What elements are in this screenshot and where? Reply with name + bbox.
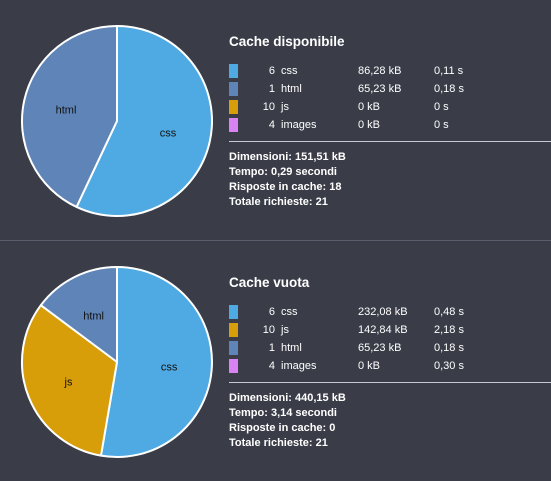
- legend-row-js: 10 js 0 kB 0 s: [229, 98, 494, 116]
- legend-row-html: 1 html 65,23 kB 0,18 s: [229, 339, 494, 357]
- legend-count: 6: [268, 306, 275, 318]
- legend-swatch: [229, 323, 238, 337]
- legend-count: 6: [268, 65, 275, 77]
- legend-time: 0,48 s: [434, 306, 464, 318]
- legend-type: html: [281, 342, 302, 354]
- legend-count: 1: [268, 342, 275, 354]
- divider-rule: [229, 382, 551, 383]
- legend-swatch: [229, 64, 238, 78]
- cache-available-panel: css html Cache disponibile 6 css 86,28 kB 0,…: [0, 0, 551, 240]
- legend-swatch: [229, 305, 238, 319]
- legend-row-images: 4 images 0 kB 0 s: [229, 116, 494, 134]
- legend-count: 10: [262, 101, 275, 113]
- legend-swatch: [229, 341, 238, 355]
- stat-line: Dimensioni: 440,15 kB: [229, 392, 346, 404]
- legend-type: images: [281, 360, 317, 372]
- pie-chart-cache-empty: css js html: [21, 266, 213, 458]
- legend-size: 65,23 kB: [358, 83, 402, 95]
- legend-count: 1: [268, 83, 275, 95]
- stats-list: Dimensioni: 440,15 kB Tempo: 3,14 secondi…: [229, 391, 551, 451]
- legend-type: js: [281, 101, 289, 113]
- legend-count: 10: [262, 324, 275, 336]
- legend-time: 0,18 s: [434, 83, 464, 95]
- pie-slice-html: [39, 266, 118, 363]
- info-section: Cache vuota 6 css 232,08 kB 0,48 s 10 js 142,8…: [229, 275, 551, 451]
- legend-size: 142,84 kB: [358, 324, 408, 336]
- stat-line: Tempo: 0,29 secondi: [229, 166, 337, 178]
- pie-label-html: html: [83, 310, 104, 322]
- legend-size: 86,28 kB: [358, 65, 402, 77]
- legend-swatch: [229, 359, 238, 373]
- stat-line: Totale richieste: 21: [229, 196, 328, 208]
- pie-slice-html: [21, 25, 118, 208]
- info-section: Cache disponibile 6 css 86,28 kB 0,11 s 1 htm…: [229, 34, 551, 210]
- stat-line: Tempo: 3,14 secondi: [229, 407, 337, 419]
- legend-time: 0,30 s: [434, 360, 464, 372]
- legend-row-css: 6 css 86,28 kB 0,11 s: [229, 62, 494, 80]
- legend-time: 0,11 s: [434, 65, 464, 77]
- cache-empty-panel: css js html Cache vuota 6 css 232,08 kB 0,48 …: [0, 241, 551, 481]
- legend-type: css: [281, 65, 298, 77]
- chart-title: Cache vuota: [229, 275, 310, 290]
- pie-slice-css: [99, 266, 213, 458]
- legend-size: 0 kB: [358, 360, 381, 372]
- stat-line: Totale richieste: 21: [229, 437, 328, 449]
- legend-row-css: 6 css 232,08 kB 0,48 s: [229, 303, 494, 321]
- legend-table: 6 css 86,28 kB 0,11 s 1 html 65,23 kB 0,18 s 10 j…: [229, 62, 494, 134]
- legend-row-images: 4 images 0 kB 0,30 s: [229, 357, 494, 375]
- legend-row-html: 1 html 65,23 kB 0,18 s: [229, 80, 494, 98]
- panel-divider: [0, 240, 551, 241]
- pie-slice-js: [21, 304, 118, 457]
- legend-size: 65,23 kB: [358, 342, 402, 354]
- pie-label-css: css: [160, 127, 177, 139]
- stat-line: Risposte in cache: 0: [229, 422, 336, 434]
- pie-label-js: js: [64, 376, 73, 388]
- legend-count: 4: [268, 360, 275, 372]
- divider-rule: [229, 141, 551, 142]
- legend-size: 0 kB: [358, 101, 381, 113]
- legend-time: 0 s: [434, 119, 449, 131]
- legend-count: 4: [268, 119, 275, 131]
- pie-chart-cache-available: css html: [21, 25, 213, 217]
- legend-time: 0 s: [434, 101, 449, 113]
- stat-line: Dimensioni: 151,51 kB: [229, 151, 346, 163]
- stats-list: Dimensioni: 151,51 kB Tempo: 0,29 secondi…: [229, 150, 551, 210]
- stat-line: Risposte in cache: 18: [229, 181, 342, 193]
- legend-type: js: [281, 324, 289, 336]
- legend-type: html: [281, 83, 302, 95]
- legend-time: 0,18 s: [434, 342, 464, 354]
- pie-label-html: html: [56, 105, 77, 117]
- legend-swatch: [229, 100, 238, 114]
- pie-label-css: css: [161, 361, 178, 373]
- legend-type: css: [281, 306, 298, 318]
- legend-time: 2,18 s: [434, 324, 464, 336]
- legend-swatch: [229, 118, 238, 132]
- legend-swatch: [229, 82, 238, 96]
- legend-row-js: 10 js 142,84 kB 2,18 s: [229, 321, 494, 339]
- chart-title: Cache disponibile: [229, 34, 345, 49]
- legend-size: 232,08 kB: [358, 306, 408, 318]
- pie-slice-css: [75, 25, 213, 217]
- legend-size: 0 kB: [358, 119, 381, 131]
- legend-type: images: [281, 119, 317, 131]
